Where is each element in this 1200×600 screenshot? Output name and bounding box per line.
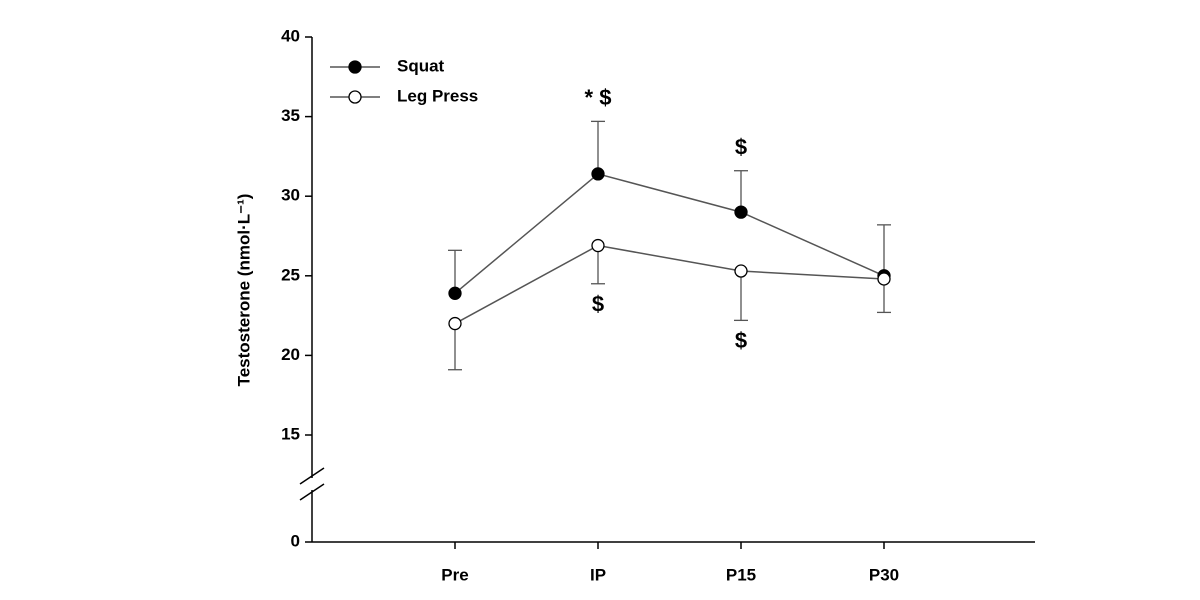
annotation: $	[592, 292, 604, 317]
marker	[734, 205, 748, 219]
axis-break	[299, 483, 325, 501]
series-line	[454, 244, 885, 325]
marker	[448, 286, 462, 300]
legend-marker	[348, 60, 362, 74]
y-tick-label: 20	[281, 345, 300, 364]
annotation: $	[735, 135, 747, 160]
y-tick-label: 25	[281, 265, 300, 284]
legend-marker	[348, 90, 362, 104]
legend-label: Squat	[397, 56, 445, 75]
axis-break	[299, 467, 325, 485]
y-axis-label: Testosterone (nmol·L⁻¹)	[234, 194, 253, 387]
y-tick-label: 0	[291, 531, 300, 550]
annotation: * $	[585, 85, 612, 110]
x-tick-label: P30	[869, 565, 899, 584]
y-tick-label: 15	[281, 424, 300, 443]
legend-label: Leg Press	[397, 86, 478, 105]
marker	[877, 272, 891, 286]
annotation: $	[735, 328, 747, 353]
y-tick-label: 35	[281, 106, 300, 125]
marker	[591, 238, 605, 253]
marker	[591, 167, 605, 181]
x-tick-label: IP	[590, 565, 606, 584]
marker	[448, 316, 462, 331]
x-tick-label: P15	[726, 565, 756, 584]
x-tick-label: Pre	[441, 565, 468, 584]
y-tick-label: 40	[281, 26, 300, 45]
series-line	[454, 173, 885, 294]
y-tick-label: 30	[281, 186, 300, 205]
marker	[734, 264, 748, 278]
